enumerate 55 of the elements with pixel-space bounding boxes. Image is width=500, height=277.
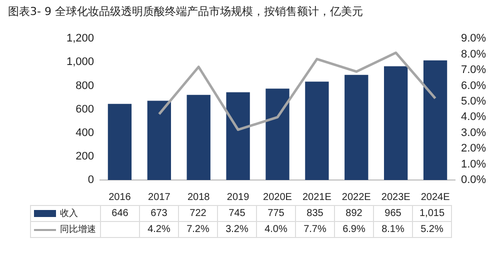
y-tick-label: 800 <box>76 80 94 92</box>
y2-tick-label: 5.0% <box>461 95 486 108</box>
data-label: 4.2% <box>140 222 178 238</box>
data-label: 5.2% <box>412 222 452 238</box>
x-tick-label: 2017 <box>148 192 171 203</box>
y2-tick-label: 2.0% <box>461 142 486 155</box>
x-tick-label: 2024E <box>420 192 450 203</box>
y2-tick-label: 3.0% <box>461 126 486 139</box>
y-tick-label: 1,000 <box>66 56 94 68</box>
x-tick-label: 2021E <box>302 192 332 203</box>
y2-tick-label: 7.0% <box>461 64 486 76</box>
y-tick-label: 1,200 <box>66 32 94 45</box>
y2-tick-label: 9.0% <box>461 32 486 45</box>
y-tick-label: 0 <box>88 174 94 186</box>
data-label: 673 <box>140 206 178 222</box>
data-label: 7.7% <box>296 222 334 238</box>
data-label: 745 <box>218 206 256 222</box>
x-tick-label: 2022E <box>342 192 372 203</box>
data-label: 646 <box>100 206 140 222</box>
y2-tick-label: 0.0% <box>461 174 486 186</box>
data-label: 6.9% <box>334 222 374 238</box>
bar <box>266 88 290 180</box>
x-tick-label: 2020E <box>263 192 292 203</box>
bar <box>186 94 210 180</box>
data-label: 1,015 <box>412 206 452 222</box>
bar <box>344 74 368 180</box>
data-label: 3.2% <box>218 222 256 238</box>
y-tick-label: 200 <box>76 150 94 162</box>
x-tick-label: 2018 <box>187 192 210 203</box>
data-label: 722 <box>178 206 218 222</box>
bar <box>147 100 171 180</box>
data-label: 775 <box>256 206 296 222</box>
data-label: 892 <box>334 206 374 222</box>
x-tick-label: 2016 <box>108 192 132 203</box>
bar <box>226 92 250 180</box>
y2-tick-label: 4.0% <box>461 111 486 124</box>
data-label: 965 <box>374 206 412 222</box>
y-tick-label: 400 <box>76 126 94 139</box>
x-tick-label: 2019 <box>226 192 250 203</box>
data-label: 7.2% <box>178 222 218 238</box>
bar <box>384 66 408 180</box>
data-label: 8.1% <box>374 222 412 238</box>
legend-label: 同比增速 <box>60 224 96 234</box>
bar <box>423 60 448 180</box>
data-label: 835 <box>296 206 334 222</box>
x-tick-label: 2023E <box>381 192 411 203</box>
legend-label: 收入 <box>60 208 78 218</box>
y2-tick-label: 6.0% <box>461 80 486 92</box>
bar <box>305 82 329 180</box>
y2-tick-label: 1.0% <box>461 158 486 170</box>
bar <box>108 104 132 180</box>
chart-title: 图表3- 9 全球化妆品级透明质酸终端产品市场规模，按销售额计，亿美元 <box>8 4 363 19</box>
y2-tick-label: 8.0% <box>461 48 486 60</box>
data-label: 4.0% <box>256 222 296 238</box>
y-tick-label: 600 <box>76 103 94 116</box>
